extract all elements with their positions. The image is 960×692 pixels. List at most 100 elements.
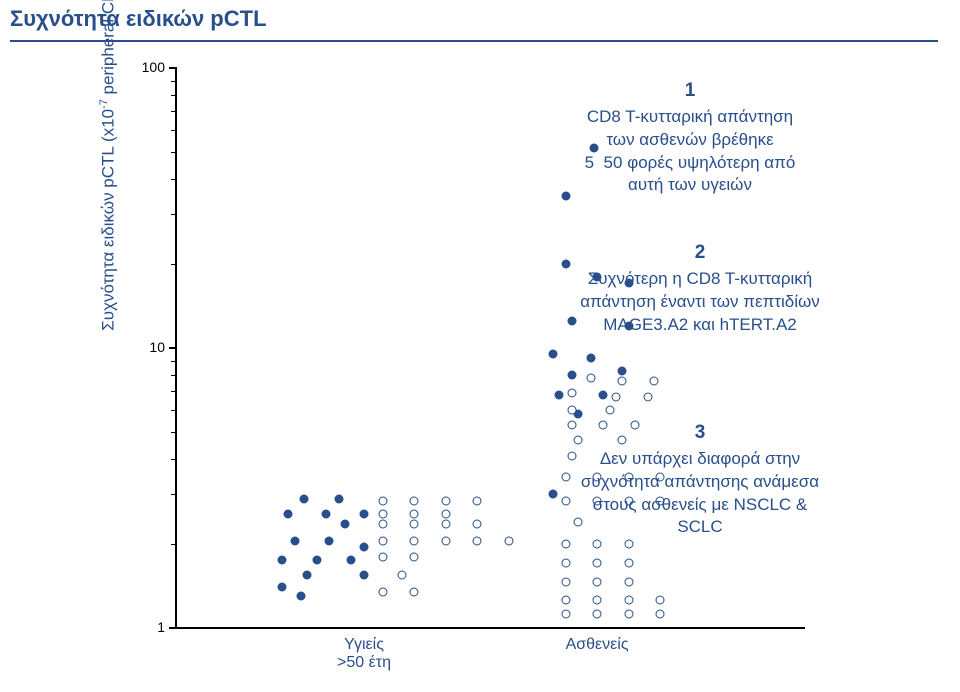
point-filled xyxy=(325,536,334,545)
x-category-label: Υγιείς>50 έτη xyxy=(289,636,439,672)
y-minor-tick xyxy=(171,152,176,153)
point-filled xyxy=(586,354,595,363)
point-open xyxy=(397,570,406,579)
annotation: 3Δεν υπάρχει διαφορά στηνσυχνότητα απάντ… xyxy=(540,420,860,539)
point-open xyxy=(567,406,576,415)
point-filled xyxy=(290,536,299,545)
y-minor-tick xyxy=(171,361,176,362)
point-open xyxy=(410,587,419,596)
point-open xyxy=(561,610,570,619)
y-tick-label: 1 xyxy=(130,619,165,635)
point-open xyxy=(441,496,450,505)
y-minor-tick xyxy=(171,410,176,411)
title-underline xyxy=(10,40,938,42)
point-open xyxy=(441,510,450,519)
point-open xyxy=(656,610,665,619)
page-title: Συχνότητα ειδικών pCTL xyxy=(10,6,267,31)
annotation: 2Συχνότερη η CD8 T-κυτταρικήαπάντηση ένα… xyxy=(540,240,860,336)
point-filled xyxy=(297,592,306,601)
point-open xyxy=(504,536,513,545)
point-filled xyxy=(347,555,356,564)
point-open xyxy=(378,520,387,529)
point-open xyxy=(441,520,450,529)
point-filled xyxy=(618,366,627,375)
y-minor-tick xyxy=(171,494,176,495)
point-open xyxy=(410,536,419,545)
y-minor-tick xyxy=(171,81,176,82)
point-open xyxy=(656,595,665,604)
point-open xyxy=(643,392,652,401)
point-filled xyxy=(312,555,321,564)
point-filled xyxy=(284,510,293,519)
point-open xyxy=(378,552,387,561)
point-open xyxy=(561,559,570,568)
y-tick xyxy=(169,627,177,629)
y-minor-tick xyxy=(171,264,176,265)
x-axis xyxy=(175,627,805,629)
y-minor-tick xyxy=(171,111,176,112)
point-open xyxy=(593,559,602,568)
y-minor-tick xyxy=(171,179,176,180)
point-open xyxy=(593,577,602,586)
y-minor-tick xyxy=(171,459,176,460)
point-filled xyxy=(555,390,564,399)
page-title-wrap: Συχνότητα ειδικών pCTL xyxy=(10,6,950,32)
point-open xyxy=(561,577,570,586)
y-axis-label: Συχνότητα ειδικών pCTL (x10-7 peripheral… xyxy=(98,0,119,350)
point-filled xyxy=(278,555,287,564)
point-filled xyxy=(360,510,369,519)
point-filled xyxy=(300,494,309,503)
x-category-label: Ασθενείς xyxy=(522,636,672,654)
point-filled xyxy=(334,494,343,503)
point-filled xyxy=(322,510,331,519)
point-filled xyxy=(303,570,312,579)
point-open xyxy=(410,520,419,529)
point-open xyxy=(378,496,387,505)
y-minor-tick xyxy=(171,544,176,545)
point-filled xyxy=(360,570,369,579)
point-open xyxy=(410,510,419,519)
point-open xyxy=(649,377,658,386)
point-open xyxy=(561,539,570,548)
point-open xyxy=(378,510,387,519)
y-minor-tick xyxy=(171,214,176,215)
point-open xyxy=(593,595,602,604)
y-minor-tick xyxy=(171,95,176,96)
point-open xyxy=(473,520,482,529)
y-tick-label: 10 xyxy=(130,339,165,355)
point-open xyxy=(593,539,602,548)
point-open xyxy=(378,536,387,545)
point-filled xyxy=(549,350,558,359)
point-open xyxy=(624,577,633,586)
point-open xyxy=(473,496,482,505)
y-minor-tick xyxy=(171,375,176,376)
point-open xyxy=(612,392,621,401)
point-open xyxy=(624,595,633,604)
y-minor-tick xyxy=(171,432,176,433)
point-filled xyxy=(278,583,287,592)
point-filled xyxy=(567,371,576,380)
point-open xyxy=(567,389,576,398)
point-open xyxy=(561,595,570,604)
annotation: 1CD8 T-κυτταρική απάντησητων ασθενών βρέ… xyxy=(540,78,840,197)
point-open xyxy=(473,536,482,545)
point-open xyxy=(624,539,633,548)
point-open xyxy=(410,552,419,561)
y-tick xyxy=(169,67,177,69)
y-tick xyxy=(169,347,177,349)
point-open xyxy=(618,377,627,386)
point-open xyxy=(605,406,614,415)
point-open xyxy=(378,587,387,596)
point-filled xyxy=(341,520,350,529)
y-tick-label: 100 xyxy=(130,59,165,75)
point-open xyxy=(441,536,450,545)
page: { "title": "Συχνότητα ειδικών pCTL", "yl… xyxy=(0,0,960,692)
point-filled xyxy=(599,390,608,399)
y-minor-tick xyxy=(171,391,176,392)
point-open xyxy=(624,559,633,568)
y-minor-tick xyxy=(171,130,176,131)
point-open xyxy=(410,496,419,505)
point-open xyxy=(593,610,602,619)
point-open xyxy=(624,610,633,619)
point-open xyxy=(586,374,595,383)
